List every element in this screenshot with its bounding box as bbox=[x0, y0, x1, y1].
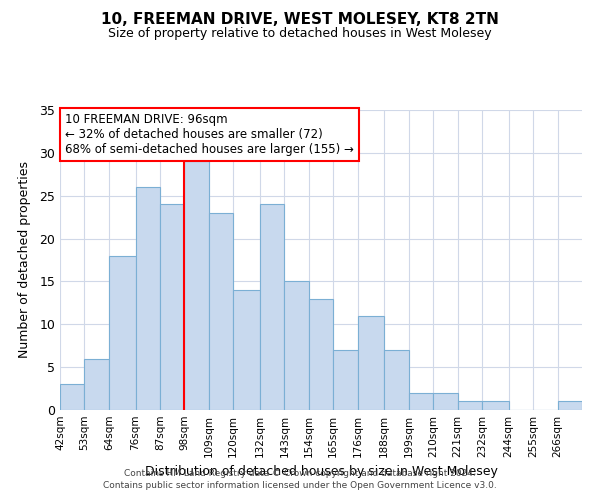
Bar bbox=[333, 350, 358, 410]
Bar bbox=[433, 393, 458, 410]
Bar bbox=[85, 358, 109, 410]
Bar bbox=[385, 350, 409, 410]
Bar bbox=[409, 393, 433, 410]
Bar bbox=[309, 298, 333, 410]
Text: 10, FREEMAN DRIVE, WEST MOLESEY, KT8 2TN: 10, FREEMAN DRIVE, WEST MOLESEY, KT8 2TN bbox=[101, 12, 499, 28]
Bar bbox=[160, 204, 184, 410]
Bar bbox=[209, 213, 233, 410]
Bar bbox=[184, 162, 209, 410]
Text: Contains HM Land Registry data © Crown copyright and database right 2024.: Contains HM Land Registry data © Crown c… bbox=[124, 468, 476, 477]
Text: Size of property relative to detached houses in West Molesey: Size of property relative to detached ho… bbox=[108, 28, 492, 40]
Bar bbox=[458, 402, 482, 410]
Bar bbox=[233, 290, 260, 410]
Bar bbox=[482, 402, 509, 410]
Bar bbox=[358, 316, 385, 410]
Bar bbox=[109, 256, 136, 410]
Bar bbox=[136, 187, 160, 410]
Bar bbox=[60, 384, 85, 410]
Bar bbox=[557, 402, 582, 410]
Y-axis label: Number of detached properties: Number of detached properties bbox=[18, 162, 31, 358]
Bar bbox=[284, 282, 309, 410]
Text: Contains public sector information licensed under the Open Government Licence v3: Contains public sector information licen… bbox=[103, 481, 497, 490]
Bar bbox=[260, 204, 284, 410]
Text: 10 FREEMAN DRIVE: 96sqm
← 32% of detached houses are smaller (72)
68% of semi-de: 10 FREEMAN DRIVE: 96sqm ← 32% of detache… bbox=[65, 113, 354, 156]
X-axis label: Distribution of detached houses by size in West Molesey: Distribution of detached houses by size … bbox=[145, 466, 497, 478]
